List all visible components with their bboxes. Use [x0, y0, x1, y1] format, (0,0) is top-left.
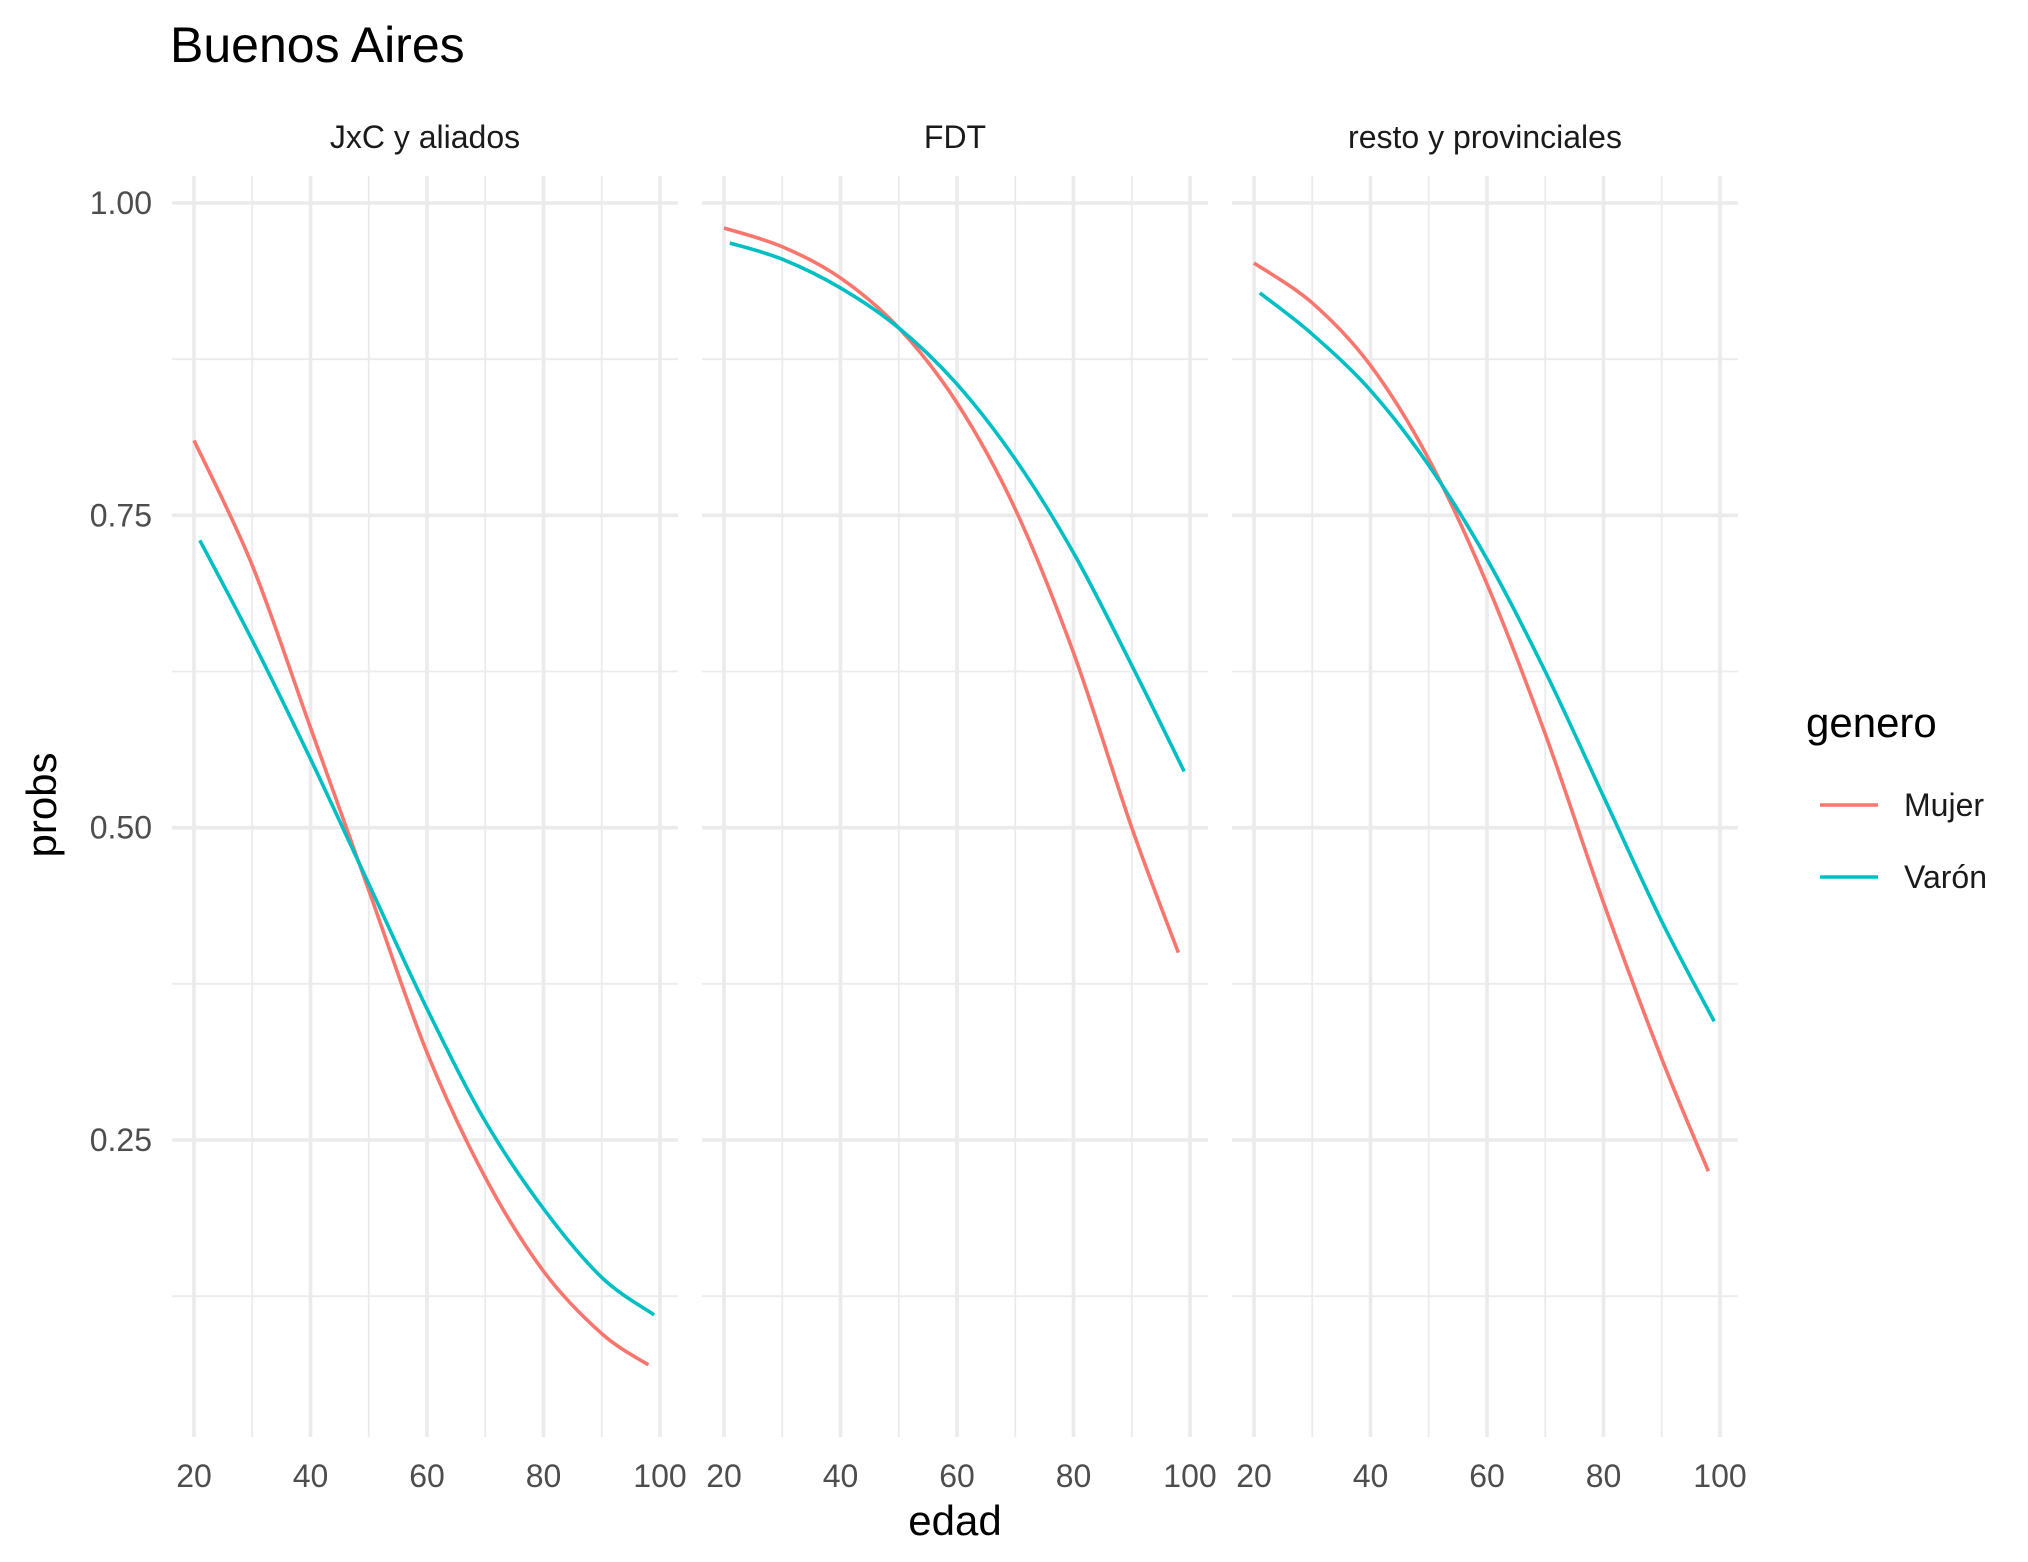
x-tick-label: 100 [1693, 1458, 1746, 1494]
x-tick-label: 60 [939, 1458, 975, 1494]
series-line-mujer [1252, 261, 1711, 1172]
legend-label: Varón [1904, 859, 1987, 895]
legend: genero Mujer Varón [1806, 699, 1987, 895]
y-axis-ticks: 0.25 0.50 0.75 1.00 [90, 185, 152, 1158]
x-tick-label: 100 [633, 1458, 686, 1494]
x-tick-label: 80 [1056, 1458, 1092, 1494]
x-tick-label: 100 [1163, 1458, 1216, 1494]
y-tick-label: 1.00 [90, 185, 152, 221]
x-tick-label: 80 [526, 1458, 562, 1494]
x-tick-label: 20 [706, 1458, 742, 1494]
x-tick-label: 20 [1236, 1458, 1272, 1494]
y-tick-label: 0.50 [90, 810, 152, 846]
panel-1: FDT 20 40 60 80 100 [702, 119, 1217, 1494]
legend-item: Mujer [1820, 787, 1984, 823]
chart-title: Buenos Aires [170, 17, 465, 73]
series-line-varn [198, 539, 656, 1317]
x-tick-label: 60 [409, 1458, 445, 1494]
x-tick-label: 40 [1353, 1458, 1389, 1494]
x-tick-label: 40 [293, 1458, 329, 1494]
series-line-varn [1258, 291, 1716, 1023]
legend-title: genero [1806, 699, 1937, 746]
facet-label: JxC y aliados [330, 119, 520, 155]
series-line-mujer [723, 226, 1181, 954]
x-tick-label: 40 [823, 1458, 859, 1494]
x-tick-label: 60 [1469, 1458, 1505, 1494]
y-tick-label: 0.25 [90, 1122, 152, 1158]
panel-2: resto y provinciales 20 40 60 80 100 [1232, 119, 1747, 1494]
legend-label: Mujer [1904, 787, 1984, 823]
x-tick-label: 20 [176, 1458, 212, 1494]
series-line-varn [729, 241, 1186, 773]
series-line-mujer [192, 439, 650, 1367]
y-tick-label: 0.75 [90, 497, 152, 533]
panel-0: JxC y aliados 20 40 60 80 100 [172, 119, 687, 1494]
legend-item: Varón [1820, 859, 1987, 895]
facet-label: resto y provinciales [1348, 119, 1622, 155]
y-axis-title: probs [18, 752, 65, 857]
x-tick-label: 80 [1586, 1458, 1622, 1494]
facet-label: FDT [924, 119, 986, 155]
x-axis-title: edad [908, 1497, 1001, 1544]
